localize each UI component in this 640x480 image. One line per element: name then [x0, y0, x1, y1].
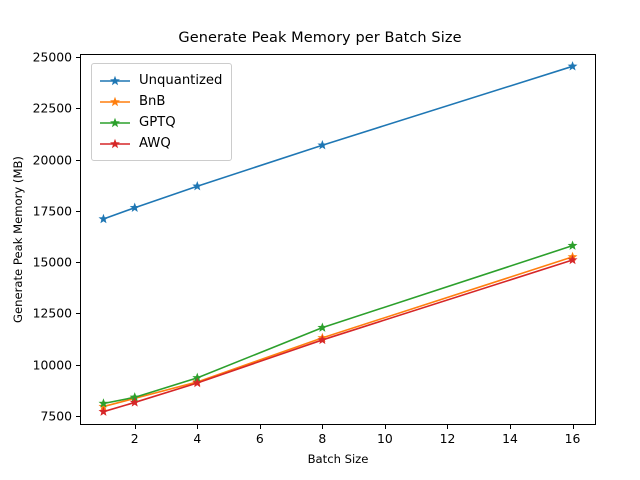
- y-tick-mark: [76, 210, 80, 212]
- data-point-marker: [567, 240, 578, 250]
- x-tick-mark: [259, 425, 261, 429]
- legend-swatch-icon: [100, 138, 130, 148]
- x-tick-mark: [197, 425, 199, 429]
- data-point-marker: [192, 372, 203, 383]
- plot-lines: [98, 61, 578, 416]
- legend-item-label: GPTQ: [139, 115, 176, 130]
- x-tick-label: 16: [564, 431, 581, 446]
- x-tick-mark: [134, 425, 136, 429]
- y-tick-mark: [76, 108, 80, 110]
- x-tick-mark: [572, 425, 574, 429]
- legend-swatch-icon: [100, 117, 130, 127]
- y-tick-mark: [76, 415, 80, 417]
- y-tick-label: 12500: [32, 305, 72, 321]
- x-tick-mark: [322, 425, 324, 429]
- data-point-marker: [317, 322, 328, 332]
- data-point-marker: [129, 392, 140, 402]
- y-tick-mark: [76, 159, 80, 161]
- series-line-bnb: [102, 256, 574, 408]
- x-tick-mark: [510, 425, 511, 429]
- legend-item-bnb[interactable]: BnB: [99, 91, 222, 112]
- data-point-marker: [317, 140, 328, 150]
- y-tick-mark: [76, 262, 80, 264]
- x-tick-label: 12: [439, 431, 456, 446]
- data-point-marker: [129, 202, 140, 212]
- data-point-marker: [98, 398, 109, 408]
- x-tick-label: 8: [318, 431, 327, 446]
- legend-item-unquantized[interactable]: Unquantized: [99, 70, 222, 91]
- x-axis-label: Batch Size: [307, 452, 369, 466]
- y-tick-label: 7500: [40, 408, 72, 424]
- data-point-marker: [98, 401, 109, 411]
- data-point-marker: [567, 254, 578, 265]
- y-axis-label: Generate Peak Memory (MB): [11, 156, 25, 323]
- x-tick-label: 4: [193, 431, 202, 446]
- series-line-gptq: [102, 244, 574, 405]
- legend-item-label: BnB: [139, 94, 166, 109]
- y-tick-mark: [76, 364, 80, 366]
- data-point-marker: [192, 181, 203, 191]
- x-tick-mark: [384, 425, 386, 429]
- data-point-marker: [98, 406, 109, 416]
- x-tick-label: 6: [255, 431, 264, 446]
- data-point-marker: [567, 61, 578, 71]
- legend-swatch-icon: [100, 96, 130, 106]
- legend-item-label: Unquantized: [139, 73, 223, 88]
- y-tick-label: 25000: [32, 49, 72, 65]
- x-tick-label: 14: [502, 431, 518, 446]
- x-tick-label: 2: [130, 431, 139, 446]
- data-point-marker: [192, 377, 203, 388]
- legend-item-label: AWQ: [139, 136, 171, 151]
- chart-legend: Unquantized BnB GPTQ AWQ: [91, 63, 233, 161]
- legend-swatch-icon: [100, 75, 130, 85]
- data-point-marker: [129, 397, 140, 407]
- chart-title: Generate Peak Memory per Batch Size: [178, 30, 462, 46]
- x-tick-label: 10: [377, 431, 393, 446]
- y-tick-label: 22500: [32, 100, 72, 116]
- y-tick-label: 10000: [32, 357, 72, 373]
- legend-item-gptq[interactable]: GPTQ: [99, 112, 222, 133]
- data-point-marker: [98, 213, 109, 224]
- y-tick-mark: [76, 57, 80, 59]
- x-tick-mark: [447, 425, 449, 429]
- y-tick-mark: [76, 313, 80, 315]
- y-tick-label: 20000: [32, 152, 72, 168]
- legend-item-awq[interactable]: AWQ: [99, 133, 222, 154]
- data-point-marker: [317, 334, 328, 345]
- y-tick-label: 17500: [32, 203, 72, 219]
- y-tick-label: 15000: [32, 254, 72, 270]
